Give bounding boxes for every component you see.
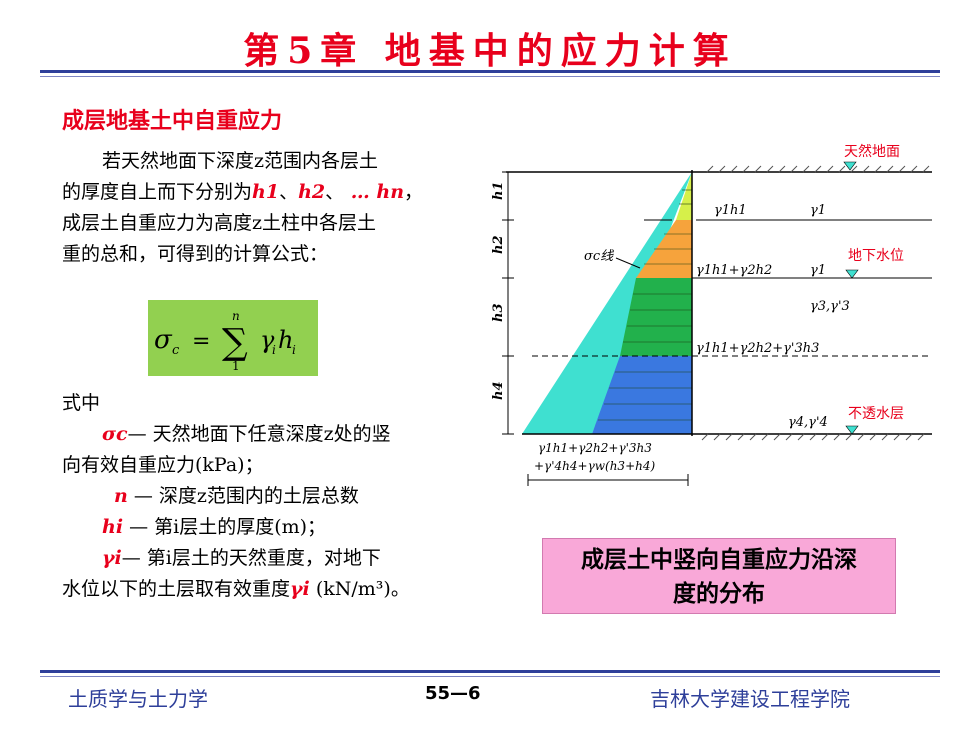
- legend-sigma: σc— 天然地面下任意深度z处的竖: [102, 423, 391, 445]
- impermeable-layer-label: 不透水层: [848, 406, 904, 422]
- formula-sub-c: c: [172, 343, 180, 358]
- legend-sigma-cont: 向有效自重应力(kPa)；: [62, 454, 264, 476]
- footer-institution: 吉林大学建设工程学院: [650, 687, 850, 711]
- h1-symbol: h1: [252, 181, 280, 203]
- unit-weight-4: γ4,γ'4: [788, 415, 828, 430]
- ground-marker-icon: [843, 161, 857, 171]
- footer-page-number: 55—6: [425, 683, 481, 704]
- stress-label-1: γ1h1: [714, 203, 747, 218]
- legend-block: 式中 σc— 天然地面下任意深度z处的竖 向有效自重应力(kPa)； n — 深…: [62, 388, 502, 605]
- intro-line-1: 若天然地面下深度z范围内各层土: [102, 150, 379, 172]
- formula-equals: =: [192, 329, 210, 354]
- intro-line-3: 成层土自重应力为高度z土柱中各层土: [62, 212, 377, 234]
- stress-distribution-diagram: h1 h2 h3 h4 γ1h1+γ2h2+γ'3h3 +γ'4h4+γw(h3…: [491, 134, 940, 498]
- water-table-label: 地下水位: [848, 248, 904, 264]
- layer3-stress-area: [620, 278, 692, 356]
- layer-label-h2: h2: [492, 236, 506, 255]
- bottom-stress-label-1: γ1h1+γ2h2+γ'3h3: [538, 441, 652, 455]
- intro-line-2: 的厚度自上而下分别为h1、h2、 … hn，: [62, 181, 424, 203]
- svg-text:i: i: [292, 343, 296, 357]
- page-title: 第5章 地基中的应力计算: [243, 30, 737, 72]
- svg-text:i: i: [272, 343, 276, 357]
- stress-label-2: γ1h1+γ2h2: [696, 263, 772, 278]
- legend-gamma: γi— 第i层土的天然重度，对地下: [102, 547, 381, 569]
- intro-paragraph: 若天然地面下深度z范围内各层土 的厚度自上而下分别为h1、h2、 … hn， 成…: [62, 146, 502, 270]
- legend-n: n — 深度z范围内的土层总数: [114, 485, 359, 507]
- formula-sum-top: n: [232, 309, 240, 323]
- formula-box: σ c = n ∑ 1 γ i h i: [148, 300, 318, 376]
- stress-hatch-lines: [598, 189, 692, 421]
- impermeable-marker-icon: [845, 425, 859, 435]
- impermeable-hatch: [701, 433, 925, 441]
- legend-h: hi — 第i层土的厚度(m)；: [102, 516, 327, 538]
- ground-hatch: [706, 165, 930, 173]
- layer-label-h3: h3: [492, 304, 506, 323]
- unit-weight-2: γ1: [810, 263, 826, 278]
- formula-sum-bottom: 1: [232, 359, 240, 373]
- water-table-marker-icon: [845, 269, 859, 279]
- water-pressure-area: [522, 172, 692, 434]
- bottom-stress-label-2: +γ'4h4+γw(h3+h4): [534, 459, 655, 473]
- h2-symbol: h2: [298, 181, 326, 203]
- stress-label-3: γ1h1+γ2h2+γ'3h3: [696, 341, 819, 356]
- layer-label-h4: h4: [492, 382, 506, 401]
- header-rule-thin: [40, 76, 940, 77]
- legend-heading: 式中: [62, 392, 101, 414]
- formula-gamma: γ: [260, 326, 275, 354]
- header-rule: [40, 70, 940, 73]
- layer4-stress-area: [592, 356, 692, 434]
- formula-sum-sign: ∑: [222, 322, 248, 363]
- footer-course: 土质学与土力学: [68, 687, 208, 711]
- diagram-caption: 成层土中竖向自重应力沿深 度的分布: [542, 538, 896, 614]
- hn-symbol: hn: [376, 181, 405, 203]
- sigma-line-label: σc线: [584, 249, 614, 264]
- footer-rule-thin: [40, 676, 940, 677]
- formula-sigma: σ: [154, 325, 173, 355]
- unit-weight-3: γ3,γ'3: [810, 299, 850, 314]
- ground-surface-label: 天然地面: [844, 143, 900, 160]
- intro-line-4: 重的总和，可得到的计算公式：: [62, 243, 329, 265]
- section-title: 成层地基土中自重应力: [62, 109, 283, 134]
- formula-h: h: [278, 326, 293, 354]
- legend-gamma-cont: 水位以下的土层取有效重度γi (kN/m³)。: [62, 578, 410, 600]
- layer1-stress-area: [676, 172, 692, 220]
- layer-label-h1: h1: [492, 182, 506, 201]
- footer-rule: [40, 670, 940, 673]
- unit-weight-1: γ1: [810, 203, 826, 218]
